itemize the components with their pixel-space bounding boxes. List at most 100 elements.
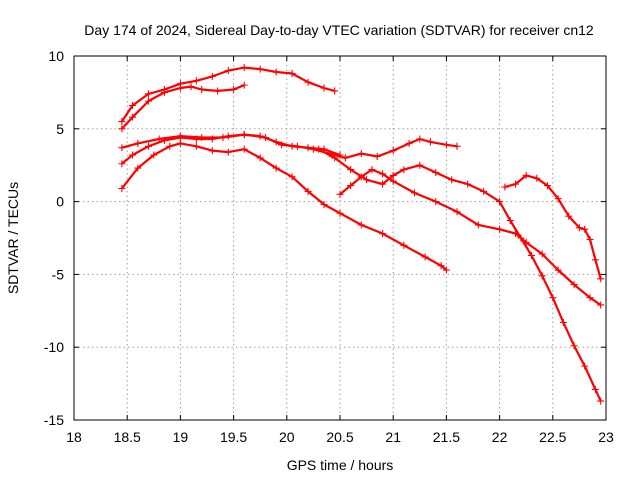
data-point <box>192 135 200 143</box>
data-point <box>591 256 599 264</box>
data-point <box>432 168 440 176</box>
data-point <box>379 180 387 188</box>
data-point <box>160 88 168 96</box>
x-tick-label: 21 <box>385 429 401 445</box>
x-tick-label: 22.5 <box>539 429 566 445</box>
data-point <box>341 154 349 162</box>
data-point <box>597 275 605 283</box>
data-point <box>336 209 344 217</box>
data-point <box>129 113 137 121</box>
y-tick-label: 0 <box>56 194 64 210</box>
x-tick-label: 20.5 <box>326 429 353 445</box>
data-point <box>538 272 546 280</box>
data-point <box>256 132 264 140</box>
data-point <box>405 139 413 147</box>
data-point <box>453 208 461 216</box>
data-point <box>118 184 126 192</box>
data-point <box>565 212 573 220</box>
series-sat-g <box>336 166 605 309</box>
x-tick-label: 23 <box>598 429 614 445</box>
data-point <box>575 224 583 232</box>
data-point <box>118 118 126 126</box>
data-point <box>586 235 594 243</box>
data-point <box>240 64 248 72</box>
data-point <box>512 180 520 188</box>
x-tick-label: 19.5 <box>220 429 247 445</box>
data-point <box>208 135 216 143</box>
data-point <box>224 132 232 140</box>
data-point <box>559 318 567 326</box>
data-point <box>150 151 158 159</box>
data-point <box>586 294 594 302</box>
data-point <box>554 195 562 203</box>
data-point <box>187 83 195 91</box>
data-point <box>453 142 461 150</box>
data-point <box>176 84 184 92</box>
data-point <box>373 152 381 160</box>
x-tick-label: 22 <box>492 429 508 445</box>
data-point <box>506 217 514 225</box>
data-point <box>363 176 371 184</box>
data-point <box>543 182 551 190</box>
data-point <box>421 253 429 261</box>
data-point <box>240 81 248 89</box>
data-point <box>176 139 184 147</box>
data-point <box>528 251 536 259</box>
data-point <box>522 171 530 179</box>
data-point <box>410 189 418 197</box>
data-point <box>442 266 450 274</box>
data-point <box>256 154 264 162</box>
data-point <box>426 138 434 146</box>
data-point <box>400 241 408 249</box>
data-point <box>208 72 216 80</box>
data-point <box>416 135 424 143</box>
data-point <box>400 166 408 174</box>
data-point <box>288 69 296 77</box>
data-point <box>331 87 339 95</box>
data-point <box>496 225 504 233</box>
data-point <box>272 138 280 146</box>
data-point <box>208 147 216 155</box>
data-point <box>129 151 137 159</box>
series-sat-e <box>118 139 450 274</box>
data-point <box>192 77 200 85</box>
data-point <box>118 144 126 152</box>
data-point <box>554 266 562 274</box>
x-tick-label: 19 <box>173 429 189 445</box>
y-axis-label: SDTVAR / TECUs <box>5 182 21 294</box>
data-point <box>357 221 365 229</box>
series-line <box>121 84 245 130</box>
data-point <box>538 250 546 258</box>
y-tick-label: -10 <box>44 339 64 355</box>
data-point <box>288 173 296 181</box>
data-point <box>272 68 280 76</box>
data-point <box>304 187 312 195</box>
data-point <box>379 170 387 178</box>
y-tick-label: -5 <box>52 266 65 282</box>
data-point <box>224 148 232 156</box>
data-point <box>144 90 152 98</box>
y-tick-label: 5 <box>56 121 64 137</box>
data-point <box>437 262 445 270</box>
data-point <box>597 397 605 405</box>
data-point <box>224 67 232 75</box>
data-point <box>549 294 557 302</box>
data-point <box>570 342 578 350</box>
data-point <box>389 177 397 185</box>
y-tick-label: 10 <box>48 48 64 64</box>
data-point <box>581 362 589 370</box>
series-line <box>339 168 602 306</box>
x-tick-label: 20 <box>279 429 295 445</box>
data-point <box>581 225 589 233</box>
ticks: 18 18.5 19 19.5 20 20.5 21 21.5 22 22.5 23 10 5 0 -5 -1… <box>44 48 614 445</box>
y-tick-label: -15 <box>44 412 64 428</box>
data-point <box>347 166 355 174</box>
data-point <box>496 198 504 206</box>
data-point <box>118 125 126 133</box>
data-point <box>134 139 142 147</box>
data-point <box>597 301 605 309</box>
data-point <box>533 174 541 182</box>
data-point <box>570 281 578 289</box>
data-point <box>304 144 312 152</box>
